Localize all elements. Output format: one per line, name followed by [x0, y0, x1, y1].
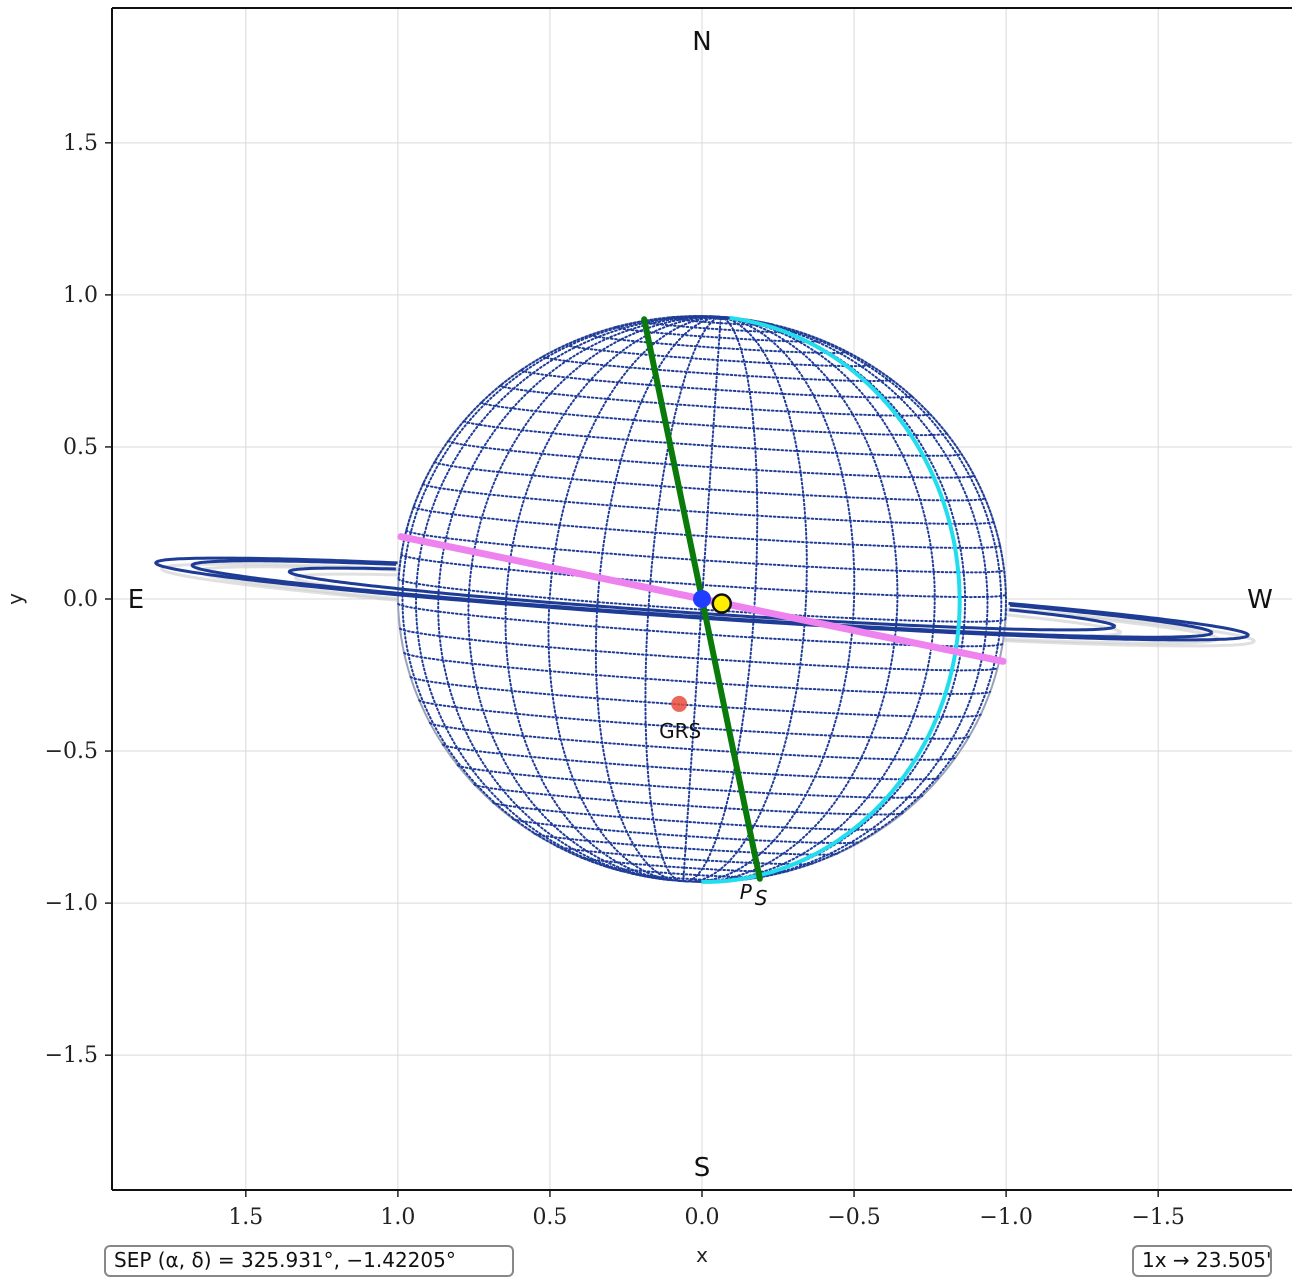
y-tick-label: −0.5 [45, 739, 98, 764]
scale-info-box: 1x → 23.505" [1132, 1245, 1272, 1277]
y-tick-label: 1.5 [63, 131, 98, 156]
compass-west: W [1247, 585, 1273, 615]
compass-east: E [128, 585, 144, 615]
scale-text: 1x → 23.505" [1142, 1248, 1272, 1272]
y-tick-label: 0.5 [63, 435, 98, 460]
pole-label: P [740, 880, 753, 904]
y-tick-label: −1.0 [45, 891, 98, 916]
sep-info-box: SEP (α, δ) = 325.931°, −1.42205° [104, 1245, 514, 1277]
x-tick-label: 0.0 [685, 1205, 720, 1230]
x-tick-label: 0.5 [532, 1205, 567, 1230]
x-tick-label: −0.5 [827, 1205, 880, 1230]
x-axis-label: x [696, 1243, 708, 1267]
y-tick-label: −1.5 [45, 1043, 98, 1068]
y-axis-label: y [3, 593, 27, 605]
x-tick-label: −1.5 [1131, 1205, 1184, 1230]
x-tick-label: −1.0 [979, 1205, 1032, 1230]
x-tick-label: 1.5 [228, 1205, 263, 1230]
GRS-marker [671, 696, 687, 712]
sub-solar-marker [713, 595, 731, 613]
compass-north: N [692, 27, 711, 57]
sep-text: SEP (α, δ) = 325.931°, −1.42205° [114, 1248, 456, 1272]
x-tick-label: 1.0 [380, 1205, 415, 1230]
compass-south: S [694, 1153, 711, 1183]
y-tick-label: 0.0 [63, 587, 98, 612]
pole-subscript: S [755, 886, 768, 910]
y-tick-label: 1.0 [63, 283, 98, 308]
grs-label: GRS [659, 719, 701, 743]
sub-observer-marker [693, 590, 711, 608]
